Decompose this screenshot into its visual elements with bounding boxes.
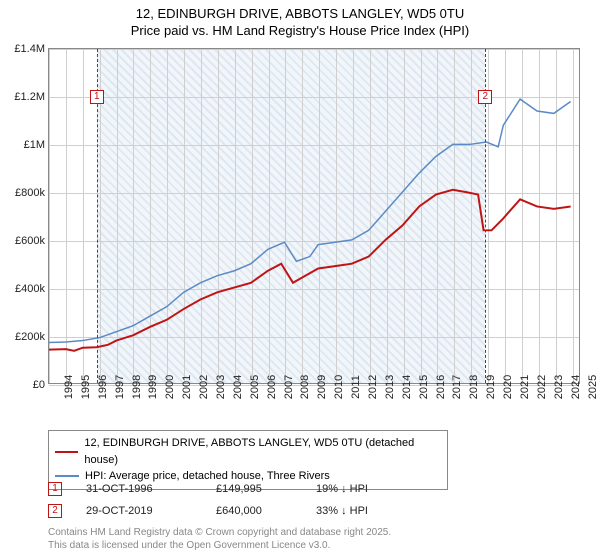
marker-ref: 2 bbox=[48, 504, 62, 518]
date-cell: 29-OCT-2019 bbox=[86, 505, 216, 517]
series-hpi bbox=[49, 99, 571, 342]
legend-swatch bbox=[55, 451, 78, 453]
footer-line: Contains HM Land Registry data © Crown c… bbox=[48, 526, 391, 539]
pct-cell: 33% ↓ HPI bbox=[316, 505, 426, 517]
legend-swatch bbox=[55, 475, 79, 477]
y-axis-label: £800k bbox=[15, 187, 45, 199]
chart-marker: 2 bbox=[478, 90, 492, 104]
price-cell: £149,995 bbox=[216, 483, 316, 495]
chart-plot-area: £0£200k£400k£600k£800k£1M£1.2M£1.4M19941… bbox=[48, 48, 580, 384]
y-axis-label: £400k bbox=[15, 283, 45, 295]
y-axis-label: £1M bbox=[24, 139, 45, 151]
series-price_paid bbox=[49, 190, 571, 351]
chart-title: 12, EDINBURGH DRIVE, ABBOTS LANGLEY, WD5… bbox=[0, 0, 600, 42]
chart-marker: 1 bbox=[90, 90, 104, 104]
y-axis-label: £600k bbox=[15, 235, 45, 247]
title-line-2: Price paid vs. HM Land Registry's House … bbox=[0, 23, 600, 40]
data-row: 2 29-OCT-2019 £640,000 33% ↓ HPI bbox=[48, 500, 426, 522]
y-axis-label: £1.4M bbox=[14, 43, 45, 55]
date-cell: 31-OCT-1996 bbox=[86, 483, 216, 495]
y-axis-label: £200k bbox=[15, 331, 45, 343]
data-row: 1 31-OCT-1996 £149,995 19% ↓ HPI bbox=[48, 478, 426, 500]
chart-lines bbox=[49, 49, 579, 383]
price-cell: £640,000 bbox=[216, 505, 316, 517]
y-axis-label: £1.2M bbox=[14, 91, 45, 103]
y-axis-label: £0 bbox=[33, 379, 45, 391]
footer-line: This data is licensed under the Open Gov… bbox=[48, 539, 391, 552]
footer-attribution: Contains HM Land Registry data © Crown c… bbox=[48, 526, 391, 552]
legend-label: 12, EDINBURGH DRIVE, ABBOTS LANGLEY, WD5… bbox=[84, 435, 441, 468]
legend-item-price-paid: 12, EDINBURGH DRIVE, ABBOTS LANGLEY, WD5… bbox=[55, 435, 441, 468]
marker-ref: 1 bbox=[48, 482, 62, 496]
title-line-1: 12, EDINBURGH DRIVE, ABBOTS LANGLEY, WD5… bbox=[0, 6, 600, 23]
data-points-table: 1 31-OCT-1996 £149,995 19% ↓ HPI 2 29-OC… bbox=[48, 478, 426, 522]
pct-cell: 19% ↓ HPI bbox=[316, 483, 426, 495]
